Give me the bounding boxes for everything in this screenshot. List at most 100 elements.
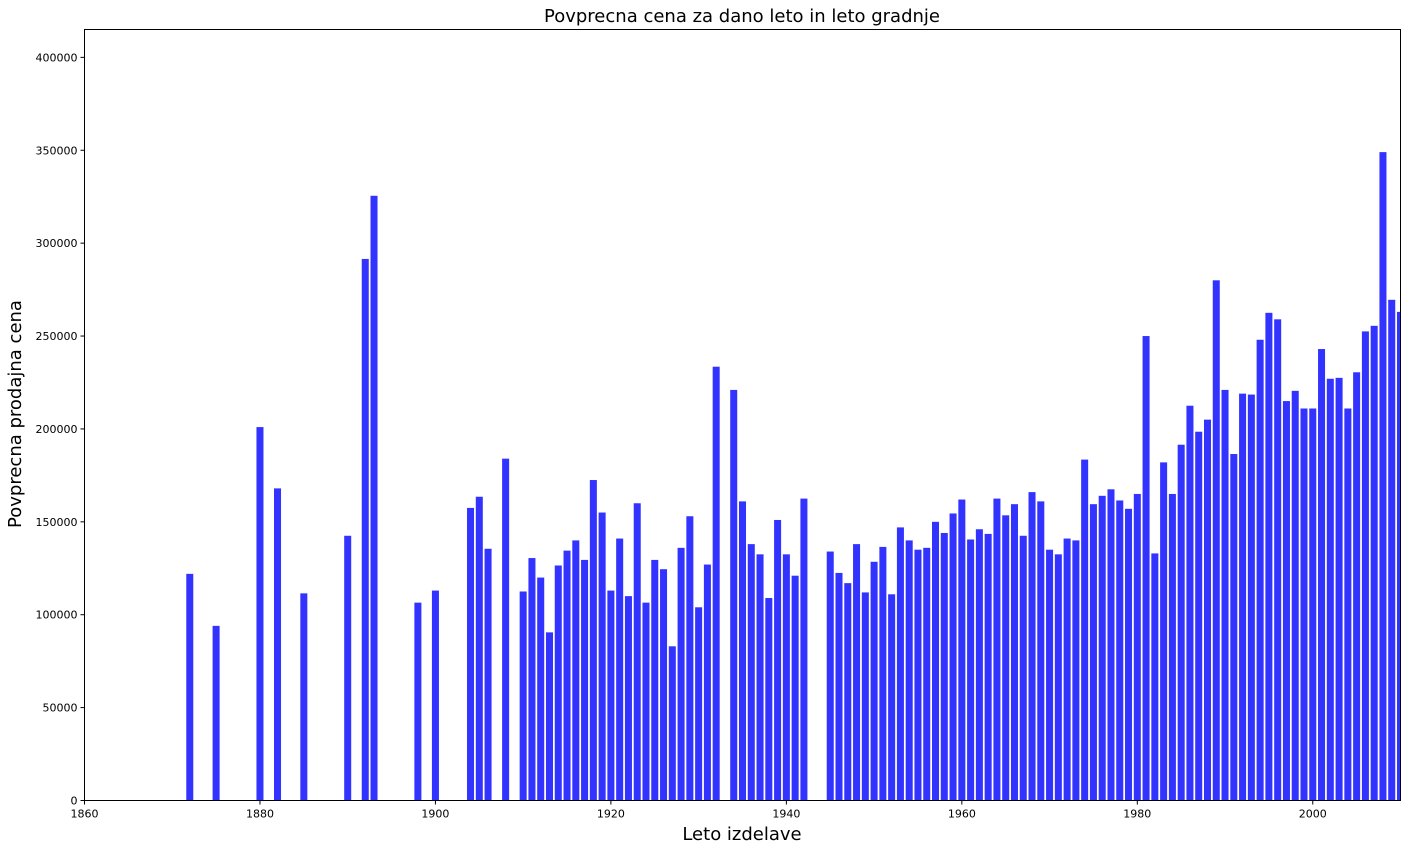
chart-title: Povprecna cena za dano leto in leto grad…	[544, 6, 940, 27]
bar-1925	[651, 559, 659, 801]
x-tick-label: 1960	[948, 808, 976, 821]
bar-1963	[984, 533, 992, 801]
bar-1986	[1186, 405, 1194, 801]
bar-1962	[975, 529, 983, 801]
bar-1916	[572, 540, 580, 801]
bar-1995	[1265, 312, 1273, 801]
bar-1961	[967, 539, 975, 801]
bar-1949	[861, 592, 869, 801]
bar-1910	[519, 591, 527, 801]
bar-2006	[1361, 331, 1369, 801]
bar-1973	[1072, 540, 1080, 801]
x-tick-label: 1900	[421, 808, 449, 821]
bar-1987	[1195, 431, 1203, 801]
bar-1893	[370, 195, 378, 801]
bar-1932	[712, 366, 720, 801]
bar-1969	[1037, 501, 1045, 801]
bar-2008	[1379, 152, 1387, 801]
bar-2005	[1353, 372, 1361, 801]
bar-2010	[1396, 311, 1401, 801]
x-axis-label: Leto izdelave	[682, 824, 801, 845]
y-tick-label: 350000	[36, 144, 78, 157]
bar-1920	[607, 590, 615, 801]
y-tick-label: 150000	[36, 516, 78, 529]
bar-1998	[1291, 390, 1299, 801]
bar-1981	[1142, 336, 1150, 801]
x-tick-label: 1920	[597, 808, 625, 821]
bar-1951	[879, 546, 887, 801]
bar-1928	[677, 547, 685, 801]
bar-1890	[344, 535, 352, 801]
bar-1960	[958, 499, 966, 801]
bar-1990	[1221, 389, 1229, 801]
bar-1970	[1046, 549, 1054, 801]
bar-1934	[730, 389, 738, 801]
bar-1922	[624, 596, 632, 801]
bar-1882	[274, 488, 282, 801]
bar-1964	[993, 498, 1001, 801]
bar-1938	[765, 597, 773, 801]
bar-1906	[484, 548, 492, 801]
bar-1991	[1230, 454, 1238, 801]
bar-1936	[747, 544, 755, 801]
bar-1926	[660, 569, 668, 801]
bar-2009	[1388, 299, 1396, 801]
bar-1942	[800, 498, 808, 801]
bar-1958	[940, 532, 948, 801]
bar-1952	[888, 594, 896, 801]
bar-1935	[738, 501, 747, 801]
x-axis-ticks: 1860 1880 1900 1920 1940 1960 1980 2000	[71, 800, 1327, 821]
bar-1976	[1098, 495, 1106, 801]
bar-1917	[581, 559, 589, 801]
bar-1930	[695, 607, 703, 801]
bar-1950	[870, 561, 878, 801]
x-tick-label: 1980	[1123, 808, 1151, 821]
bar-1984	[1168, 493, 1176, 801]
bar-1956	[923, 547, 931, 801]
bar-1923	[633, 503, 641, 801]
bar-1999	[1300, 408, 1308, 801]
bar-1940	[782, 554, 790, 801]
bar-2007	[1370, 325, 1378, 801]
bar-1912	[537, 577, 545, 801]
bar-1957	[932, 521, 940, 801]
bar-1937	[756, 554, 764, 801]
bar-1918	[589, 480, 597, 801]
bar-1971	[1054, 554, 1062, 801]
x-tick-label: 1880	[246, 808, 274, 821]
y-tick-label: 100000	[36, 609, 78, 622]
bar-1941	[791, 575, 799, 801]
bar-2001	[1318, 349, 1326, 801]
bar-1931	[703, 564, 711, 801]
bar-1989	[1212, 280, 1220, 801]
bar-1892	[361, 258, 369, 801]
y-tick-label: 200000	[36, 423, 78, 436]
bar-2003	[1335, 377, 1343, 801]
bar-1997	[1282, 401, 1290, 801]
y-tick-label: 50000	[43, 702, 78, 715]
bar-1927	[668, 646, 676, 801]
bar-1880	[256, 427, 264, 801]
bar-1975	[1089, 504, 1097, 801]
bar-1905	[475, 496, 483, 801]
bar-1980	[1133, 493, 1141, 801]
bar-1885	[300, 593, 308, 801]
bar-1948	[853, 544, 861, 801]
bar-1985	[1177, 444, 1185, 801]
bar-1978	[1116, 500, 1124, 801]
bar-1959	[949, 513, 957, 801]
bar-1988	[1203, 419, 1211, 801]
bar-1904	[467, 507, 475, 801]
bar-1919	[598, 512, 606, 801]
bar-1900	[431, 590, 439, 801]
bar-1921	[616, 538, 624, 801]
bar-1911	[528, 558, 536, 801]
bar-1875	[212, 625, 220, 801]
bar-2002	[1326, 378, 1334, 801]
bar-1967	[1019, 535, 1027, 801]
bar-1955	[914, 549, 922, 801]
y-axis-ticks: 0 50000 100000 150000 200000 250000 300000 3500…	[36, 51, 85, 808]
bar-2004	[1344, 408, 1352, 801]
bars	[186, 152, 1401, 801]
